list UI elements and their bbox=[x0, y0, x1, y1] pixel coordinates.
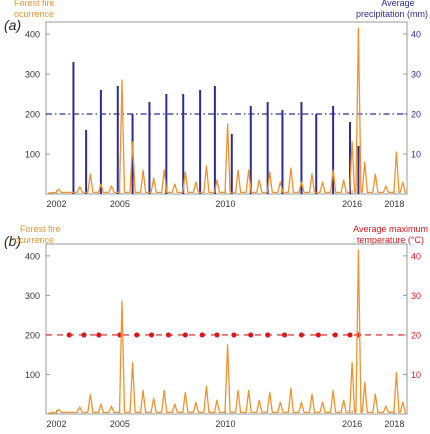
right-tick-label: 20 bbox=[411, 330, 421, 340]
right-y-axis: 10 20 30 40 bbox=[403, 30, 421, 160]
left-tick-label: 100 bbox=[25, 370, 40, 380]
right-axis-label-line2: precipitation (mm) bbox=[356, 9, 428, 19]
fire-occurrence-line bbox=[48, 27, 407, 194]
precipitation-bars bbox=[72, 62, 360, 194]
right-tick-label: 40 bbox=[411, 30, 421, 40]
x-tick-label: 2002 bbox=[47, 199, 67, 209]
left-tick-label: 400 bbox=[25, 30, 40, 40]
temperature-point bbox=[347, 332, 353, 338]
x-tick-label: 2005 bbox=[110, 199, 130, 209]
panel-a: (a) Forest fire ocurrence Average precip… bbox=[4, 0, 428, 209]
x-tick-label: 2018 bbox=[384, 199, 404, 209]
temperature-point bbox=[182, 332, 188, 338]
left-tick-label: 300 bbox=[25, 70, 40, 80]
plot-frame bbox=[45, 243, 408, 415]
left-axis-label-line1: Forest fire bbox=[20, 224, 61, 234]
x-tick-label: 2002 bbox=[47, 419, 67, 429]
temperature-point bbox=[315, 332, 321, 338]
left-tick-label: 300 bbox=[25, 291, 40, 301]
x-tick-label: 2005 bbox=[110, 419, 130, 429]
left-tick-label: 200 bbox=[25, 330, 40, 340]
panel-label: (b) bbox=[4, 233, 21, 249]
right-tick-label: 20 bbox=[411, 110, 421, 120]
panel-label: (a) bbox=[4, 17, 21, 33]
right-tick-label: 40 bbox=[411, 251, 421, 261]
temperature-point bbox=[248, 332, 254, 338]
right-tick-label: 10 bbox=[411, 370, 421, 380]
fire-series bbox=[48, 249, 407, 414]
right-tick-label: 10 bbox=[411, 150, 421, 160]
temperature-point bbox=[281, 332, 288, 338]
left-axis-label-line2: ocurrence bbox=[14, 235, 54, 245]
right-axis-label-line1: Average bbox=[381, 0, 414, 8]
right-tick-label: 30 bbox=[411, 70, 421, 80]
x-tick-label: 2016 bbox=[342, 419, 362, 429]
x-tick-label: 2018 bbox=[384, 419, 404, 429]
temperature-point bbox=[96, 332, 102, 338]
left-tick-label: 200 bbox=[25, 110, 40, 120]
fire-series bbox=[48, 27, 407, 194]
x-tick-label: 2010 bbox=[215, 419, 235, 429]
left-axis-label-line2: ocurrence bbox=[14, 9, 54, 19]
right-tick-label: 30 bbox=[411, 291, 421, 301]
temperature-point bbox=[148, 332, 155, 338]
left-tick-label: 100 bbox=[25, 150, 40, 160]
right-axis-label-line1: Average maximum bbox=[353, 224, 428, 234]
left-axis-label-line1: Forest fire bbox=[14, 0, 55, 8]
right-axis-label-line2: temperature (°C) bbox=[357, 235, 424, 245]
left-tick-label: 400 bbox=[25, 251, 40, 261]
fire-occurrence-line bbox=[48, 249, 407, 414]
x-tick-label: 2010 bbox=[215, 199, 235, 209]
plot-frame bbox=[45, 21, 408, 195]
x-tick-label: 2016 bbox=[342, 199, 362, 209]
left-y-axis: 100 200 300 400 bbox=[25, 251, 50, 380]
panel-b: (b) Forest fire ocurrence Average maximu… bbox=[4, 224, 428, 429]
right-y-axis: 10 20 30 40 bbox=[403, 251, 421, 380]
